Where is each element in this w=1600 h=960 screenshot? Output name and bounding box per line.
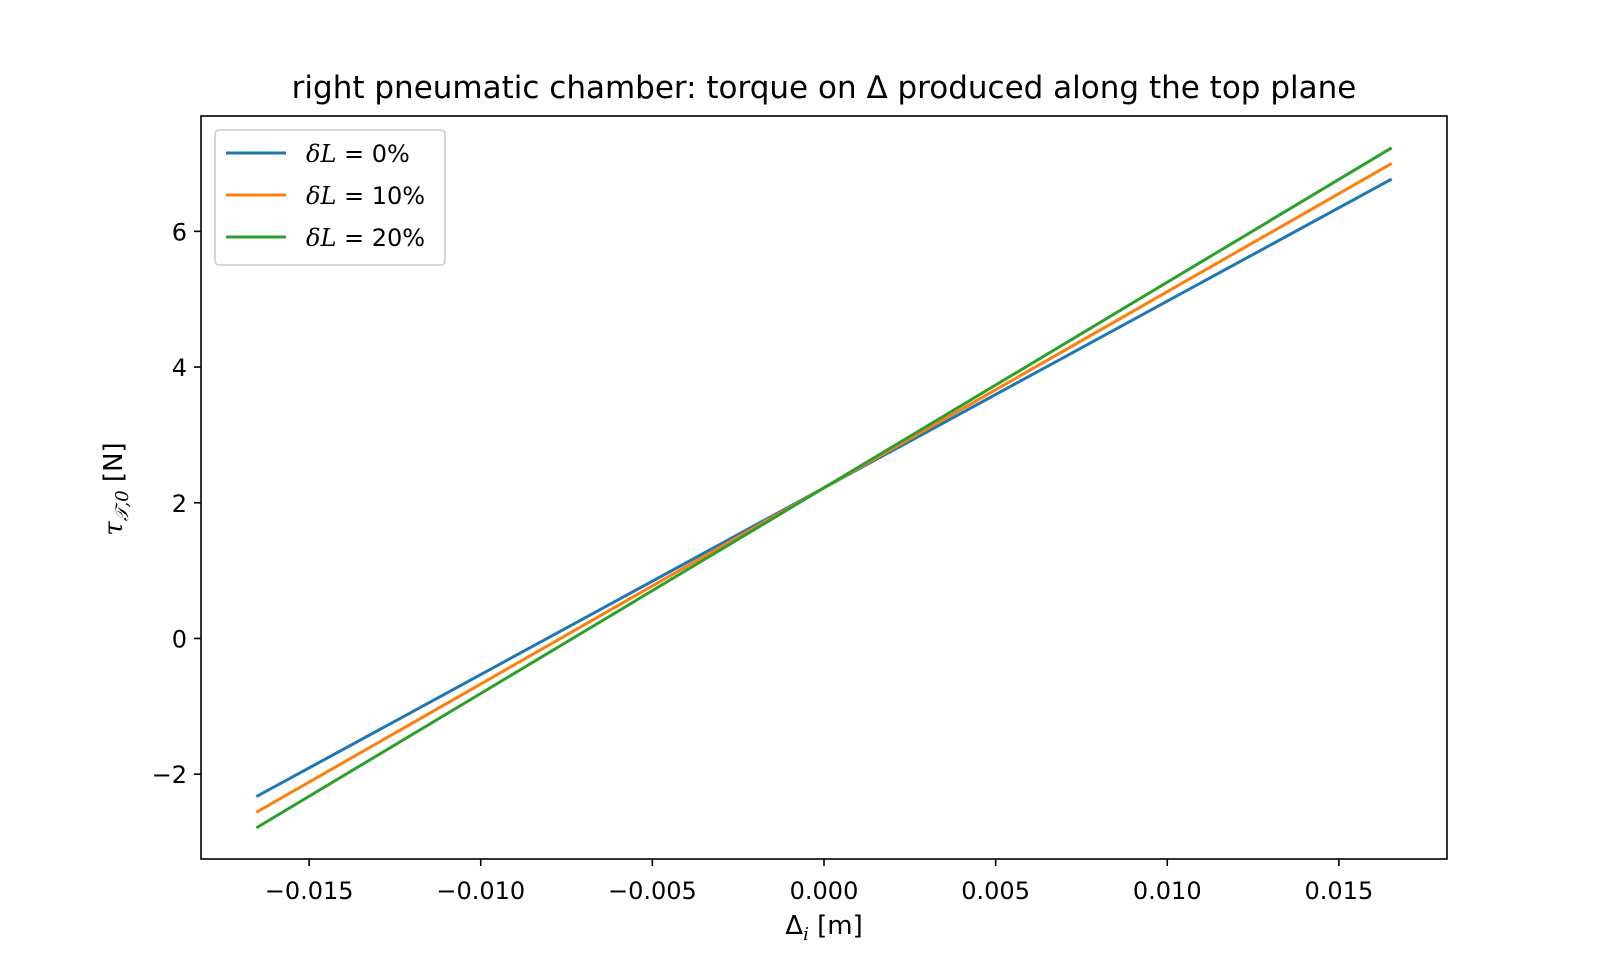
x-axis-label-main: Δ xyxy=(785,911,803,941)
legend-label-symbol: δL xyxy=(306,224,336,252)
y-axis-label-sub: 𝒯,0 xyxy=(112,490,133,521)
x-tick-label: −0.015 xyxy=(265,877,354,905)
y-axis-ticks: −2 0 2 4 6 xyxy=(152,218,201,789)
x-tick-label: −0.005 xyxy=(608,877,697,905)
legend: δL = 0%δL = 10%δL = 20% xyxy=(214,129,446,266)
series-line-2 xyxy=(255,146,1393,830)
x-tick-label: 0.015 xyxy=(1305,877,1374,905)
legend-entry: δL = 10% xyxy=(226,182,425,210)
y-tick-label: 2 xyxy=(172,490,187,518)
legend-label-eq: = xyxy=(336,140,371,168)
y-axis-label-unit: [N] xyxy=(99,442,129,490)
y-tick-label: 0 xyxy=(172,625,187,653)
legend-entry: δL = 20% xyxy=(226,224,425,252)
x-axis-ticks: −0.015 −0.010 −0.005 0.000 0.005 0.010 0.015 xyxy=(265,859,1374,905)
legend-label: δL = 0% xyxy=(306,140,410,168)
legend-label-eq: = xyxy=(336,224,371,252)
legend-label-value: 0% xyxy=(372,140,410,168)
plot-area xyxy=(200,115,1448,860)
legend-label-symbol: δL xyxy=(306,140,336,168)
y-tick-label: 6 xyxy=(172,218,187,246)
legend-label-value: 20% xyxy=(372,224,425,252)
legend-label: δL = 20% xyxy=(306,224,425,252)
y-tick-label: 4 xyxy=(172,354,187,382)
y-tick-label: −2 xyxy=(152,761,187,789)
y-axis-label: τ𝒯,0 [N] xyxy=(99,442,133,535)
chart-title: right pneumatic chamber: torque on Δ pro… xyxy=(292,70,1357,106)
x-axis-label: Δi [m] xyxy=(785,911,862,945)
legend-label-eq: = xyxy=(336,182,371,210)
legend-label: δL = 10% xyxy=(306,182,425,210)
legend-entries: δL = 0%δL = 10%δL = 20% xyxy=(226,140,425,252)
x-tick-label: 0.000 xyxy=(790,877,859,905)
legend-label-value: 10% xyxy=(372,182,425,210)
legend-frame xyxy=(214,129,446,266)
legend-entry: δL = 0% xyxy=(226,140,410,168)
x-axis-label-unit: [m] xyxy=(809,911,863,941)
series-layer xyxy=(255,146,1393,830)
x-tick-label: 0.010 xyxy=(1133,877,1202,905)
x-tick-label: 0.005 xyxy=(961,877,1030,905)
y-axis-label-main: τ xyxy=(99,521,129,536)
x-tick-label: −0.010 xyxy=(436,877,525,905)
x-axis-label-sub: i xyxy=(803,924,809,945)
legend-label-symbol: δL xyxy=(306,182,336,210)
